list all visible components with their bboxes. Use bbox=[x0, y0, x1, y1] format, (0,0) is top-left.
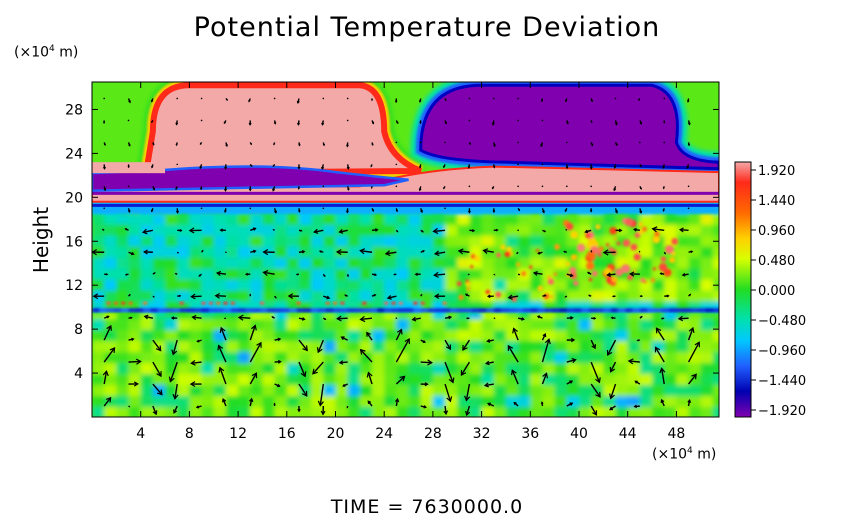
colorbar-label: −0.480 bbox=[758, 314, 806, 329]
colorbar-label: 1.440 bbox=[758, 194, 795, 209]
y-tick-label: 24 bbox=[65, 146, 83, 162]
cold-anomaly bbox=[410, 82, 719, 179]
colorbar-label: 1.920 bbox=[758, 164, 795, 179]
x-tick-label: 4 bbox=[136, 426, 145, 442]
y-unit-label: (×104 m) bbox=[14, 44, 79, 61]
x-tick-label: 24 bbox=[375, 426, 393, 442]
y-tick-label: 16 bbox=[65, 234, 83, 250]
warm-anomaly bbox=[137, 82, 425, 183]
wind-vector-field bbox=[92, 97, 701, 417]
chart-title: Potential Temperature Deviation bbox=[193, 12, 661, 43]
x-tick-label: 8 bbox=[185, 426, 194, 442]
time-label: TIME = 7630000.0 bbox=[330, 496, 524, 518]
plot-frame bbox=[91, 81, 720, 418]
x-axis: 4 8 12 16 20 24 28 32 36 40 44 48 bbox=[136, 82, 685, 442]
x-tick-label: 32 bbox=[473, 426, 491, 442]
x-tick-label: 28 bbox=[424, 426, 442, 442]
colorbar-label: −0.960 bbox=[758, 344, 806, 359]
y-tick-label: 4 bbox=[74, 366, 83, 382]
x-tick-label: 44 bbox=[619, 426, 637, 442]
potential-temperature-field bbox=[92, 82, 719, 417]
colorbar-label: 0.480 bbox=[758, 254, 795, 269]
lower-boundary-line bbox=[92, 301, 719, 313]
colorbar-label: −1.440 bbox=[758, 374, 806, 389]
warm-stripe bbox=[92, 197, 719, 200]
cold-stripe bbox=[92, 191, 719, 195]
mid-layer bbox=[92, 201, 719, 313]
y-tick-label: 8 bbox=[74, 322, 83, 338]
mid-hotspots bbox=[456, 217, 679, 302]
cold-band bbox=[92, 165, 409, 192]
x-tick-label: 40 bbox=[570, 426, 588, 442]
x-tick-label: 12 bbox=[229, 426, 247, 442]
colorbar-labels: 1.920 1.440 0.960 0.480 0.000 −0.480 −0.960 −1.… bbox=[751, 164, 806, 419]
y-axis: 4 8 12 16 20 24 28 bbox=[65, 102, 719, 382]
colorbar-label: −1.920 bbox=[758, 404, 806, 419]
colorbar-label: 0.960 bbox=[758, 224, 795, 239]
x-tick-label: 48 bbox=[667, 426, 685, 442]
x-tick-label: 20 bbox=[327, 426, 345, 442]
x-tick-label: 36 bbox=[521, 426, 539, 442]
x-unit-label: (×104 m) bbox=[652, 446, 717, 463]
colorbar-label: 0.000 bbox=[758, 284, 795, 299]
y-tick-label: 28 bbox=[65, 102, 83, 118]
y-tick-label: 20 bbox=[65, 190, 83, 206]
x-tick-label: 16 bbox=[278, 426, 296, 442]
lower-layer bbox=[92, 307, 719, 417]
colorbar bbox=[734, 161, 752, 418]
y-tick-label: 12 bbox=[65, 278, 83, 294]
tropopause-cold-line bbox=[92, 203, 719, 207]
